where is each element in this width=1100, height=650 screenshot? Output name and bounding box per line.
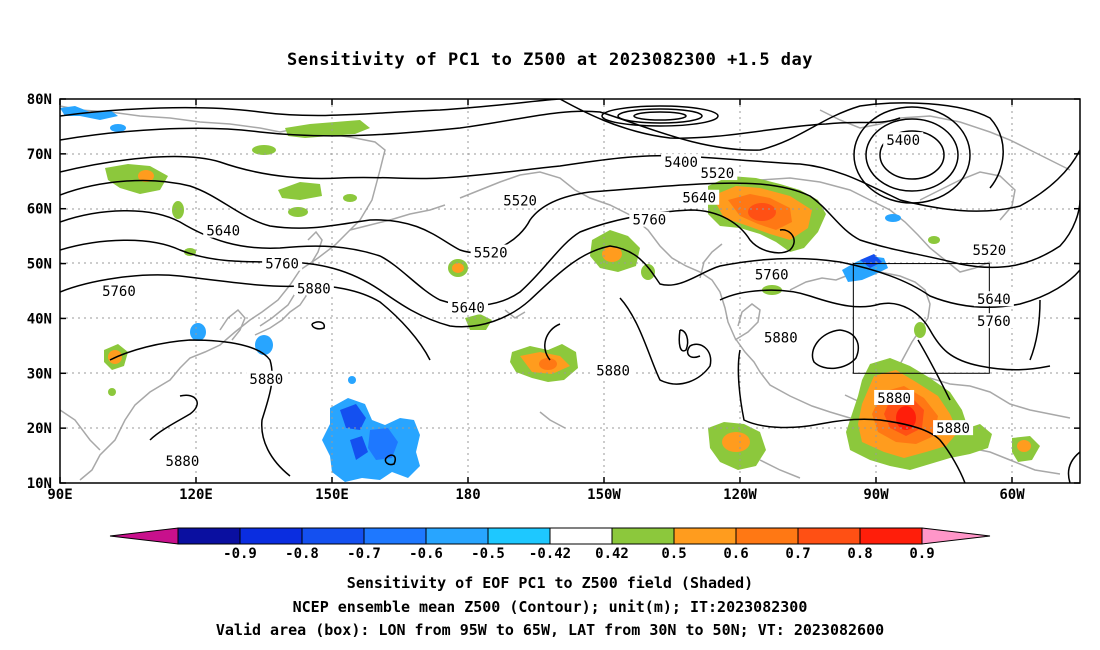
lon-label: 90E <box>47 487 72 503</box>
colorbar-segment <box>673 527 737 545</box>
contour-label: 5760 <box>98 283 139 300</box>
colorbar-segment <box>797 527 861 545</box>
contour-label: 5760 <box>629 211 670 229</box>
lon-label: 180 <box>455 487 480 503</box>
contour-label: 5760 <box>262 255 303 273</box>
colorbar-segment <box>177 527 241 545</box>
colorbar-segment <box>549 527 613 545</box>
colorbar-segment <box>859 527 923 545</box>
colorbar-min-arrow <box>109 527 179 545</box>
contour-label-text: 5760 <box>977 314 1011 330</box>
contour-label-text: 5760 <box>265 257 299 273</box>
lat-label: 50N <box>27 257 52 273</box>
lon-label: 150E <box>315 487 349 503</box>
colorbar-segment <box>425 527 489 545</box>
contour-label-text: 5760 <box>632 213 666 229</box>
contour-label-text: 5880 <box>764 331 798 347</box>
contour-label-text: 5880 <box>297 281 331 297</box>
lat-label: 70N <box>27 147 52 163</box>
contour-label-text: 5400 <box>664 155 698 171</box>
contour-label: 5880 <box>293 280 334 297</box>
colorbar: -0.9 -0.8 -0.7 -0.6 -0.5 -0.42 0.42 0.5 0.6 0.7 0.… <box>109 527 991 562</box>
lat-label: 20N <box>27 421 52 437</box>
colorbar-label: 0.9 <box>909 546 934 562</box>
colorbar-label: 0.8 <box>847 546 872 562</box>
z500-contours <box>60 99 1080 483</box>
contour-label: 5760 <box>751 266 792 284</box>
contour-label: 5520 <box>697 165 738 182</box>
contour-label-text: 5760 <box>755 268 789 284</box>
contour-label-text: 5640 <box>977 292 1011 308</box>
caption-valid-area: Valid area (box): LON from 95W to 65W, L… <box>215 621 885 639</box>
contour-label-text: 5640 <box>451 300 485 316</box>
lat-label: 60N <box>27 202 52 218</box>
colorbar-label: -0.6 <box>409 546 443 562</box>
lat-label: 30N <box>27 366 52 382</box>
colorbar-label: 0.6 <box>723 546 748 562</box>
contour-label: 5640 <box>203 222 244 240</box>
colorbar-segment <box>735 527 799 545</box>
colorbar-label: 0.7 <box>785 546 810 562</box>
caption-shading: Sensitivity of EOF PC1 to Z500 field (Sh… <box>346 574 754 592</box>
contour-label-text: 5640 <box>206 224 240 240</box>
lon-label: 90W <box>863 487 889 503</box>
contour-label-text: 5880 <box>249 372 283 388</box>
coastlines <box>60 105 1071 481</box>
contour-label: 5520 <box>500 192 541 209</box>
contour-label-text: 5520 <box>700 166 734 182</box>
contour-label-text: 5520 <box>972 243 1006 259</box>
lon-label: 60W <box>999 487 1025 503</box>
contour-label: 5640 <box>973 291 1014 308</box>
contour-label: 5400 <box>883 132 924 149</box>
contour-label-text: 5880 <box>877 391 911 407</box>
lon-label: 150W <box>587 487 621 503</box>
contour-label-text: 5760 <box>102 284 136 300</box>
map-frame <box>59 98 1081 484</box>
contour-label-text: 5880 <box>596 364 630 380</box>
colorbar-label: -0.7 <box>347 546 381 562</box>
colorbar-label: 0.42 <box>595 546 629 562</box>
contour-label: 5520 <box>969 241 1010 259</box>
contour-label: 5640 <box>679 189 720 207</box>
colorbar-segment <box>239 527 303 545</box>
lat-label: 10N <box>27 476 52 492</box>
contour-label: 5880 <box>760 329 801 347</box>
lat-label: 80N <box>27 92 52 108</box>
colorbar-label: -0.9 <box>223 546 257 562</box>
colorbar-segment <box>363 527 427 545</box>
colorbar-label: 0.5 <box>661 546 686 562</box>
contour-label-text: 5400 <box>886 133 920 149</box>
colorbar-segment <box>611 527 675 545</box>
map-title: Sensitivity of PC1 to Z500 at 2023082300… <box>286 50 813 70</box>
lon-label: 120W <box>723 487 757 503</box>
contour-label: 5640 <box>448 299 488 316</box>
contour-label: 5880 <box>933 420 974 437</box>
contour-label: 5880 <box>874 389 915 407</box>
contour-label: 5880 <box>593 362 634 380</box>
colorbar-segment <box>487 527 551 545</box>
latitude-axis: 80N 70N 60N 50N 40N 30N 20N 10N <box>27 92 1080 492</box>
contour-label-text: 5520 <box>503 193 537 209</box>
contour-label: 5880 <box>162 453 203 470</box>
contour-label-text: 5880 <box>166 454 200 470</box>
contour-label-text: 5520 <box>474 246 508 262</box>
contour-label-text: 5640 <box>682 191 716 207</box>
contour-label: 5520 <box>470 244 511 262</box>
lat-label: 40N <box>27 311 52 327</box>
colorbar-label: -0.8 <box>285 546 319 562</box>
longitude-axis: 90E 120E 150E 180 150W 120W 90W 60W <box>47 99 1025 503</box>
contour-label: 5880 <box>246 370 287 388</box>
colorbar-segment <box>301 527 365 545</box>
contour-label-text: 5880 <box>936 421 970 437</box>
contour-label: 5400 <box>661 154 702 171</box>
caption-contour: NCEP ensemble mean Z500 (Contour); unit(… <box>292 598 808 616</box>
colorbar-max-arrow <box>921 527 991 545</box>
colorbar-label: -0.5 <box>471 546 505 562</box>
contour-label: 5760 <box>973 313 1014 330</box>
lon-label: 120E <box>179 487 213 503</box>
colorbar-label: -0.42 <box>529 546 571 562</box>
